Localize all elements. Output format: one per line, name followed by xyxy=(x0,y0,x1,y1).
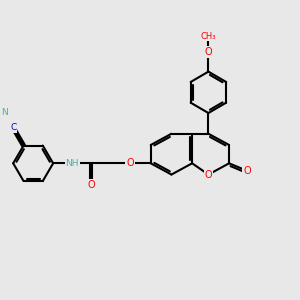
Text: N: N xyxy=(1,108,8,117)
Text: O: O xyxy=(205,47,212,57)
Text: CH₃: CH₃ xyxy=(201,32,216,40)
Text: NH: NH xyxy=(66,159,79,168)
Text: O: O xyxy=(205,169,212,179)
Text: C: C xyxy=(10,123,16,132)
Text: O: O xyxy=(88,180,95,190)
Text: O: O xyxy=(243,166,251,176)
Text: O: O xyxy=(126,158,134,168)
